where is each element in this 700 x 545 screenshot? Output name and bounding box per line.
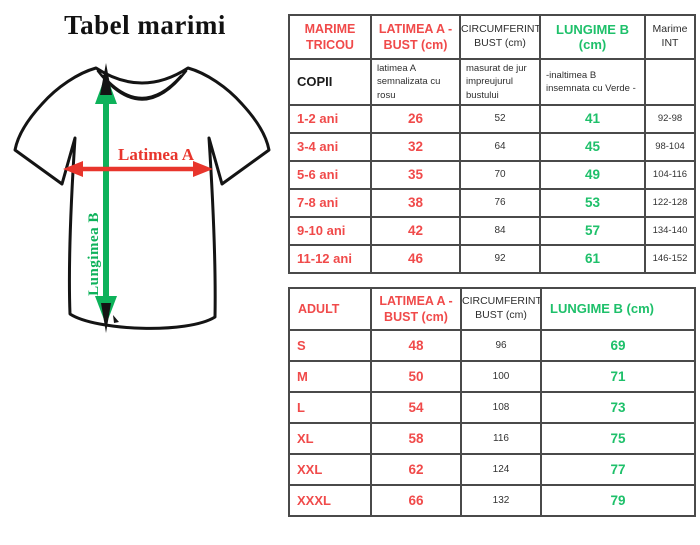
circumference-value: 84	[459, 215, 541, 246]
tshirt-diagram	[13, 63, 271, 333]
header-length: LUNGIME B (cm)	[539, 14, 646, 60]
subheader-length: -inaltimea B insemnata cu Verde -	[539, 58, 646, 106]
adult-size-table: ADULT LATIMEA A - BUST (cm) CIRCUMFERINT…	[288, 286, 696, 517]
children-size-table: MARIME TRICOU LATIMEA A - BUST (cm) CIRC…	[288, 14, 696, 274]
circumference-value: 124	[460, 452, 542, 486]
intl-value: 134-140	[644, 215, 696, 246]
table-row: XXL 62 124 77	[288, 452, 696, 486]
intl-value: 146-152	[644, 243, 696, 274]
tables-panel: MARIME TRICOU LATIMEA A - BUST (cm) CIRC…	[288, 14, 696, 517]
table-row: 7-8 ani 38 76 53 122-128	[288, 187, 696, 218]
length-arrow	[95, 63, 119, 333]
width-value: 46	[370, 243, 461, 274]
table-row: 5-6 ani 35 70 49 104-116	[288, 159, 696, 190]
children-header-row: MARIME TRICOU LATIMEA A - BUST (cm) CIRC…	[288, 14, 696, 60]
circumference-value: 92	[459, 243, 541, 274]
size-cell: 7-8 ani	[288, 187, 372, 218]
width-value: 66	[370, 483, 462, 517]
table-row: M 50 100 71	[288, 359, 696, 393]
size-cell: XXL	[288, 452, 372, 486]
width-label: Latimea A	[117, 145, 195, 164]
length-label: Lungimea B	[86, 212, 102, 296]
length-value: 41	[539, 103, 646, 134]
circumference-value: 64	[459, 131, 541, 162]
header-size: MARIME TRICOU	[288, 14, 372, 60]
circumference-value: 108	[460, 390, 542, 424]
circumference-value: 116	[460, 421, 542, 455]
width-arrow	[63, 161, 213, 177]
table-row: XL 58 116 75	[288, 421, 696, 455]
circumference-value: 96	[460, 328, 542, 362]
intl-value: 122-128	[644, 187, 696, 218]
length-value: 71	[540, 359, 696, 393]
width-value: 50	[370, 359, 462, 393]
header-intl: Marime INT	[644, 14, 696, 60]
size-cell: L	[288, 390, 372, 424]
circumference-value: 76	[459, 187, 541, 218]
length-value: 79	[540, 483, 696, 517]
length-value: 77	[540, 452, 696, 486]
size-cell: 11-12 ani	[288, 243, 372, 274]
hem-tick-mark	[113, 315, 119, 323]
intl-value: 98-104	[644, 131, 696, 162]
length-value: 75	[540, 421, 696, 455]
width-value: 54	[370, 390, 462, 424]
width-value: 42	[370, 215, 461, 246]
table-row: S 48 96 69	[288, 328, 696, 362]
length-value: 61	[539, 243, 646, 274]
header-circumference: CIRCUMFERINTA BUST (cm)	[460, 286, 542, 331]
size-cell: 3-4 ani	[288, 131, 372, 162]
width-value: 38	[370, 187, 461, 218]
size-cell: 9-10 ani	[288, 215, 372, 246]
width-value: 62	[370, 452, 462, 486]
subheader-circumference: masurat de jur impreujurul bustului	[459, 58, 541, 106]
table-row: 1-2 ani 26 52 41 92-98	[288, 103, 696, 134]
table-row: 3-4 ani 32 64 45 98-104	[288, 131, 696, 162]
width-value: 32	[370, 131, 461, 162]
width-value: 35	[370, 159, 461, 190]
size-cell: 5-6 ani	[288, 159, 372, 190]
tshirt-outline	[13, 66, 271, 330]
width-value: 58	[370, 421, 462, 455]
header-circumference: CIRCUMFERINTA BUST (cm)	[459, 14, 541, 60]
width-value: 26	[370, 103, 461, 134]
intl-value: 92-98	[644, 103, 696, 134]
table-row: L 54 108 73	[288, 390, 696, 424]
table-row: XXXL 66 132 79	[288, 483, 696, 517]
header-width: LATIMEA A - BUST (cm)	[370, 286, 462, 331]
width-value: 48	[370, 328, 462, 362]
size-cell: M	[288, 359, 372, 393]
header-width: LATIMEA A - BUST (cm)	[370, 14, 461, 60]
intl-value: 104-116	[644, 159, 696, 190]
table-row: 11-12 ani 46 92 61 146-152	[288, 243, 696, 274]
subheader-width: latimea A semnalizata cu rosu	[370, 58, 461, 106]
length-value: 49	[539, 159, 646, 190]
circumference-value: 70	[459, 159, 541, 190]
length-value: 69	[540, 328, 696, 362]
table-row: 9-10 ani 42 84 57 134-140	[288, 215, 696, 246]
page-title: Tabel marimi	[64, 10, 226, 40]
header-size: ADULT	[288, 286, 372, 331]
subheader-intl	[644, 58, 696, 106]
length-value: 45	[539, 131, 646, 162]
header-length: LUNGIME B (cm)	[540, 286, 696, 331]
size-cell: XXXL	[288, 483, 372, 517]
length-value: 73	[540, 390, 696, 424]
size-cell: XL	[288, 421, 372, 455]
length-value: 57	[539, 215, 646, 246]
circumference-value: 52	[459, 103, 541, 134]
adult-header-row: ADULT LATIMEA A - BUST (cm) CIRCUMFERINT…	[288, 286, 696, 331]
size-cell: S	[288, 328, 372, 362]
children-subheader-row: COPII latimea A semnalizata cu rosu masu…	[288, 58, 696, 106]
length-value: 53	[539, 187, 646, 218]
circumference-value: 132	[460, 483, 542, 517]
subheader-size: COPII	[288, 58, 372, 106]
size-cell: 1-2 ani	[288, 103, 372, 134]
circumference-value: 100	[460, 359, 542, 393]
